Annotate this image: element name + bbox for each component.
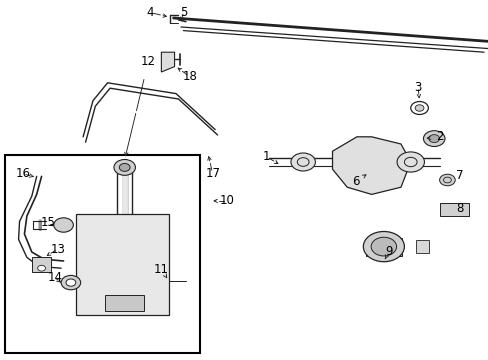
Polygon shape	[76, 214, 168, 315]
Bar	[415, 240, 428, 253]
Circle shape	[414, 105, 423, 111]
Text: 12: 12	[141, 55, 155, 68]
Text: 8: 8	[455, 202, 463, 215]
Polygon shape	[439, 203, 468, 216]
Text: 18: 18	[182, 70, 197, 83]
Bar	[5, 155, 200, 353]
Polygon shape	[161, 52, 174, 72]
Circle shape	[423, 131, 444, 147]
Circle shape	[54, 218, 73, 232]
Circle shape	[410, 102, 427, 114]
Circle shape	[428, 135, 439, 143]
Text: 15: 15	[41, 216, 55, 229]
Circle shape	[363, 231, 404, 262]
Text: 3: 3	[413, 81, 421, 94]
Text: 7: 7	[455, 169, 463, 182]
Text: 6: 6	[351, 175, 359, 188]
Text: 2: 2	[435, 130, 443, 143]
Text: 16: 16	[16, 167, 31, 180]
Text: 1: 1	[262, 150, 270, 163]
Circle shape	[370, 237, 396, 256]
Circle shape	[290, 153, 315, 171]
Circle shape	[61, 275, 81, 290]
Circle shape	[66, 279, 76, 286]
Polygon shape	[32, 257, 51, 272]
Circle shape	[38, 265, 45, 271]
Text: 10: 10	[220, 194, 234, 207]
Text: 13: 13	[50, 243, 65, 256]
Polygon shape	[332, 137, 410, 194]
Circle shape	[119, 163, 130, 171]
Bar	[365, 238, 402, 256]
Text: 4: 4	[146, 6, 154, 19]
Circle shape	[439, 174, 454, 186]
Text: 9: 9	[384, 245, 392, 258]
Text: 11: 11	[154, 263, 168, 276]
Circle shape	[114, 159, 135, 175]
Text: 14: 14	[48, 271, 62, 284]
Text: 17: 17	[205, 167, 220, 180]
Text: 5: 5	[179, 6, 187, 19]
Circle shape	[396, 152, 424, 172]
Bar	[105, 295, 144, 311]
